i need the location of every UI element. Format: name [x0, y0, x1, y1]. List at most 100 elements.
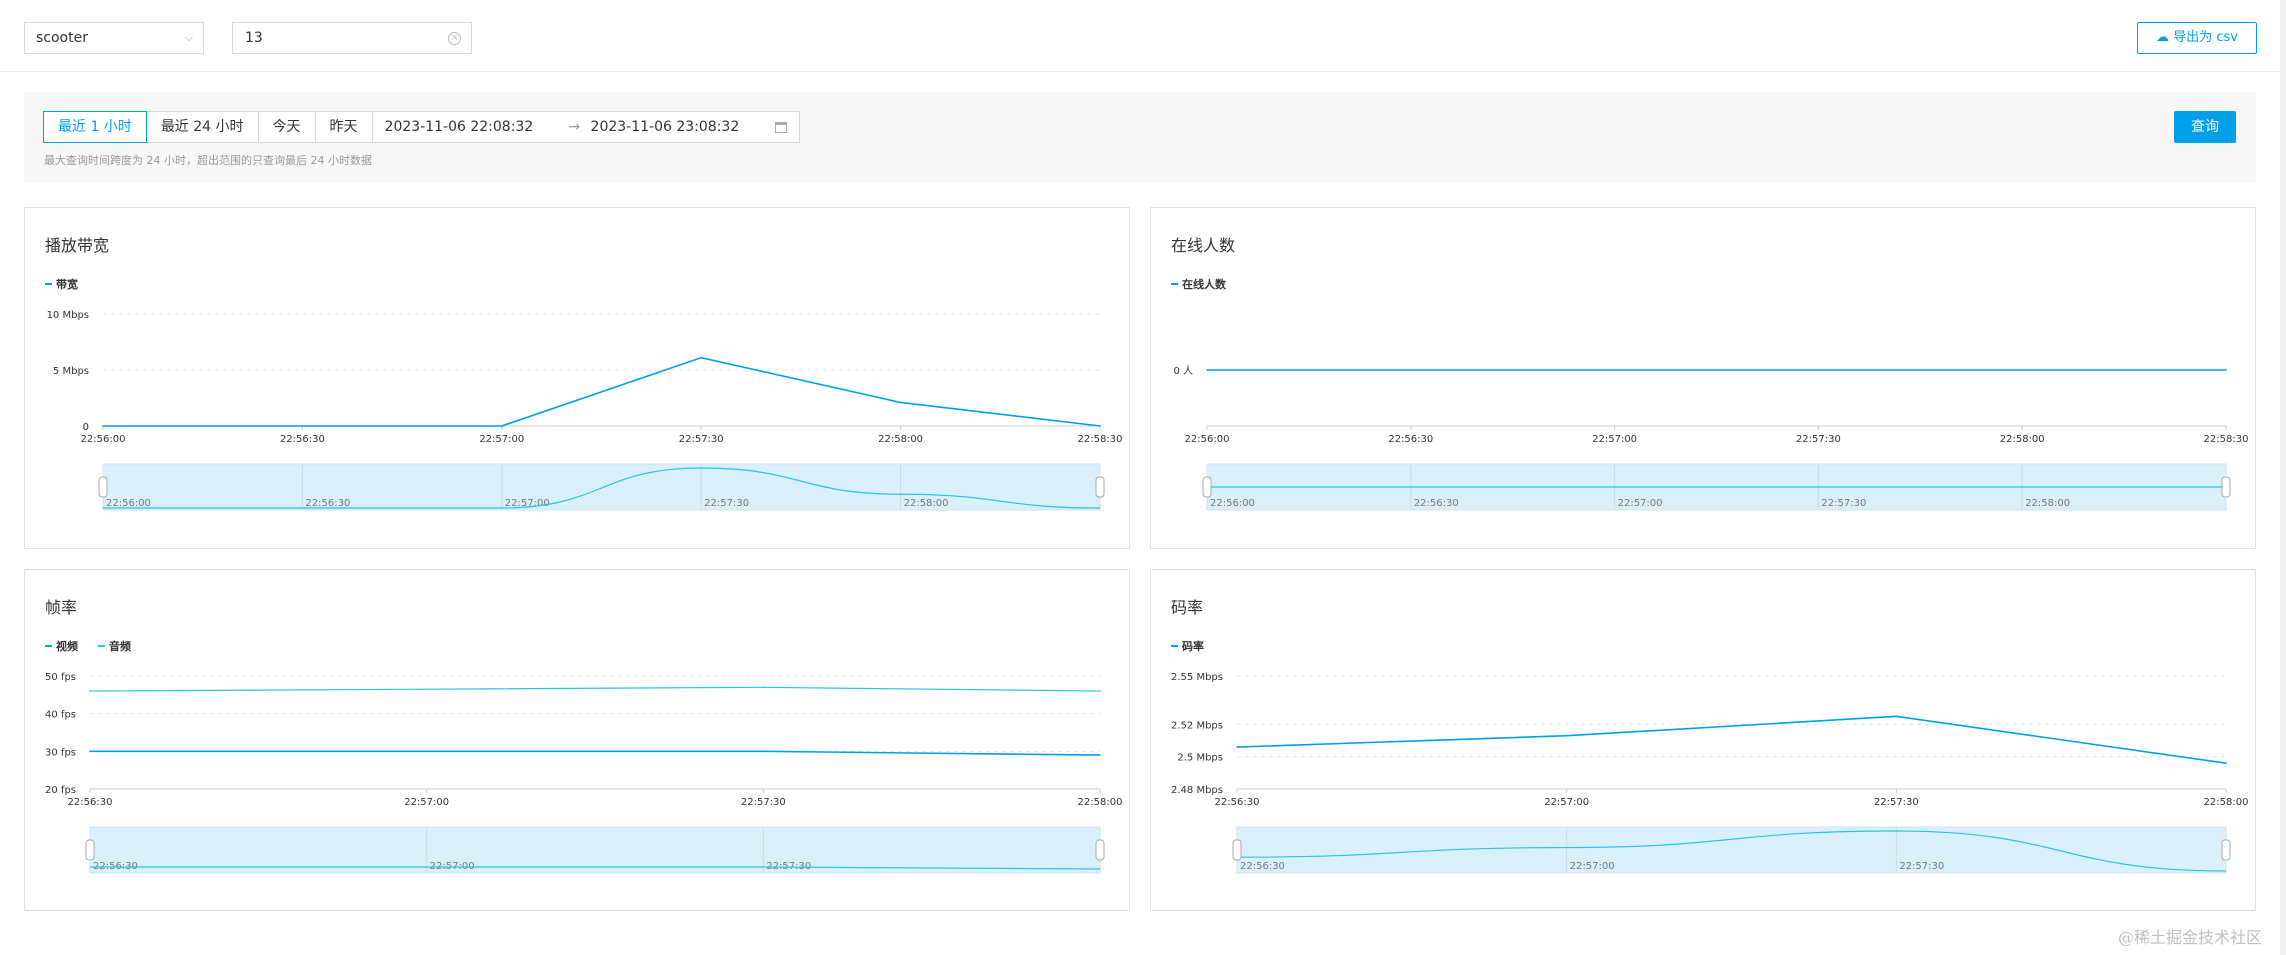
y-tick-label: 5 Mbps	[53, 366, 89, 377]
stream-select[interactable]: scooter ⌵	[24, 22, 204, 54]
legend-label: 带宽	[56, 277, 78, 291]
x-tick-label: 22:58:00	[2204, 797, 2249, 808]
data-point	[2021, 369, 2023, 371]
data-point	[1099, 690, 1101, 692]
chart-title: 码率	[1171, 598, 1204, 617]
x-tick-label: 22:58:00	[2000, 434, 2045, 445]
y-tick-label: 2.48 Mbps	[1171, 785, 1223, 796]
slider-handle-left[interactable]	[1232, 839, 1242, 861]
chart-card-online: 在线人数 在线人数 0 人 22:56:00 22:56:30 22:57:00 22:5…	[1150, 207, 2256, 549]
zoom-slider	[102, 463, 1101, 511]
zoom-slider	[1236, 826, 2227, 874]
cloud-download-icon: ☁	[2156, 30, 2170, 45]
data-point	[425, 750, 428, 753]
range-arrow: →	[568, 119, 581, 135]
slider-handle-left[interactable]	[1202, 476, 1212, 498]
y-tick-label: 2.55 Mbps	[1171, 672, 1223, 683]
end-time[interactable]: 2023-11-06 23:08:32	[590, 119, 740, 135]
range-last-1-hour[interactable]: 最近 1 小时	[43, 111, 147, 143]
range-hint: 最大查询时间跨度为 24 小时，超出范围的只查询最后 24 小时数据	[44, 154, 372, 167]
y-tick-label: 50 fps	[45, 672, 76, 683]
data-point	[2225, 369, 2227, 371]
chevron-down-icon: ⌵	[184, 31, 193, 44]
x-tick-label: 22:58:00	[878, 434, 923, 445]
series-line-视频	[90, 750, 1101, 756]
slider-label: 22:57:30	[1899, 861, 1944, 872]
x-tick-label: 22:57:30	[741, 797, 786, 808]
data-point	[899, 401, 902, 404]
slider-handle-left[interactable]	[98, 476, 108, 498]
zoom-slider	[89, 826, 1101, 874]
chart-card-framerate: 帧率 视频 音频 20 fps 30 fps 40 fps 50 fps 22:56:30 2…	[24, 569, 1130, 911]
legend-label: 视频	[56, 639, 78, 653]
id-input[interactable]: 13 ×	[232, 22, 472, 54]
time-range-group: 最近 1 小时 最近 24 小时 今天 昨天 2023-11-06 22:08:…	[43, 111, 800, 143]
online-chart: 在线人数 0 人 22:56:00 22:56:30 22:57:00 22:57:30 2…	[1171, 277, 2249, 511]
top-toolbar: scooter ⌵ 13 × ☁ 导出为 csv	[0, 0, 2280, 72]
slider-preview-line	[90, 866, 1101, 870]
slider-handle-right[interactable]	[2221, 476, 2231, 498]
data-point	[1613, 369, 1616, 371]
series-line-带宽	[103, 356, 1101, 427]
slider-label: 22:57:00	[1618, 498, 1663, 509]
watermark: @稀土掘金技术社区	[2118, 928, 2263, 947]
data-point	[1099, 754, 1101, 756]
bandwidth-chart: 带宽 0 5 Mbps 10 Mbps 22:56:00 22:56:30 22:57:00…	[45, 277, 1123, 511]
slider-handle-right[interactable]	[1095, 839, 1105, 861]
y-tick-label: 2.5 Mbps	[1177, 753, 1223, 764]
x-tick-label: 22:58:30	[1078, 434, 1123, 445]
data-point	[102, 425, 104, 427]
slider-handle-left[interactable]	[85, 839, 95, 861]
y-tick-label: 2.52 Mbps	[1171, 720, 1223, 731]
framerate-chart: 视频 音频 20 fps 30 fps 40 fps 50 fps 22:56:30 22:5…	[45, 639, 1122, 874]
data-point	[2225, 762, 2227, 764]
y-tick-label: 0	[83, 422, 89, 433]
clear-icon[interactable]: ×	[448, 32, 461, 45]
chart-card-bitrate: 码率 码率 2.48 Mbps 2.5 Mbps 2.52 Mbps 2.55 Mbps…	[1150, 569, 2256, 911]
series-line-码率	[1236, 715, 2227, 764]
x-tick-label: 22:57:00	[404, 797, 449, 808]
data-point	[1895, 715, 1898, 718]
query-button[interactable]: 查询	[2174, 111, 2236, 143]
data-point	[1236, 746, 1238, 748]
y-tick-label: 40 fps	[45, 710, 76, 721]
legend-label: 码率	[1182, 639, 1204, 653]
slider-label: 22:56:30	[1414, 498, 1459, 509]
chart-title: 在线人数	[1171, 236, 1236, 255]
x-tick-label: 22:58:30	[2204, 434, 2249, 445]
stream-select-value: scooter	[36, 30, 88, 46]
range-today[interactable]: 今天	[257, 111, 316, 143]
slider-handle-right[interactable]	[1095, 476, 1105, 498]
x-tick-label: 22:57:00	[479, 434, 524, 445]
data-point	[762, 686, 765, 689]
bitrate-chart: 码率 2.48 Mbps 2.5 Mbps 2.52 Mbps 2.55 Mbps 22:…	[1171, 639, 2249, 874]
slider-label: 22:56:00	[106, 498, 151, 509]
data-point	[700, 356, 702, 359]
y-tick-label: 30 fps	[45, 747, 76, 758]
x-tick-label: 22:56:00	[1185, 434, 1230, 445]
range-yesterday[interactable]: 昨天	[314, 111, 373, 143]
export-csv-label: 导出为 csv	[2173, 30, 2238, 45]
data-point	[301, 425, 304, 427]
data-point	[1565, 734, 1568, 737]
slider-label: 22:57:30	[1821, 498, 1866, 509]
slider-label: 22:58:00	[2025, 498, 2070, 509]
id-input-value: 13	[245, 30, 263, 46]
slider-preview-line	[1236, 830, 2227, 872]
calendar-icon	[774, 122, 787, 133]
slider-label: 22:57:00	[505, 498, 550, 509]
date-range-picker[interactable]: 2023-11-06 22:08:32 → 2023-11-06 23:08:3…	[371, 111, 800, 143]
export-csv-button[interactable]: ☁ 导出为 csv	[2137, 22, 2257, 54]
data-point	[89, 690, 91, 692]
range-last-24-hours[interactable]: 最近 24 小时	[145, 111, 259, 143]
slider-handle-right[interactable]	[2221, 839, 2231, 861]
slider-label: 22:57:30	[766, 861, 811, 872]
start-time[interactable]: 2023-11-06 22:08:32	[384, 119, 534, 135]
y-tick-label: 10 Mbps	[47, 310, 89, 321]
x-tick-label: 22:56:30	[68, 797, 113, 808]
x-tick-label: 22:57:30	[1874, 797, 1919, 808]
data-point	[501, 425, 503, 427]
time-filter-panel: 最近 1 小时 最近 24 小时 今天 昨天 2023-11-06 22:08:…	[24, 92, 2256, 182]
legend-label: 音频	[109, 639, 131, 653]
